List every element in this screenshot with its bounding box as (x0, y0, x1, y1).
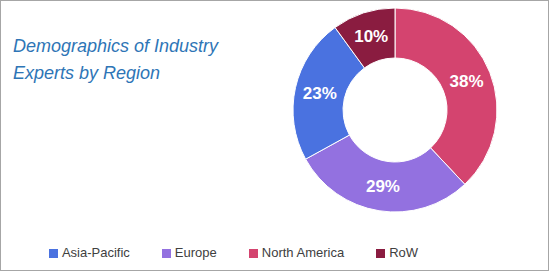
svg-text:10%: 10% (354, 27, 388, 46)
html-text:Europe: Europe (174, 245, 217, 260)
svg-text:38%: 38% (450, 72, 484, 91)
svg-text:23%: 23% (303, 84, 337, 103)
html-text:RoW: RoW (389, 245, 418, 260)
svg-text:29%: 29% (366, 177, 400, 196)
html-text:Demographics of Industry Exper: Demographics of Industry Experts by Regi… (13, 36, 219, 83)
html-text:North America: North America (261, 245, 345, 260)
html-text:Asia-Pacific: Asia-Pacific (61, 245, 130, 260)
